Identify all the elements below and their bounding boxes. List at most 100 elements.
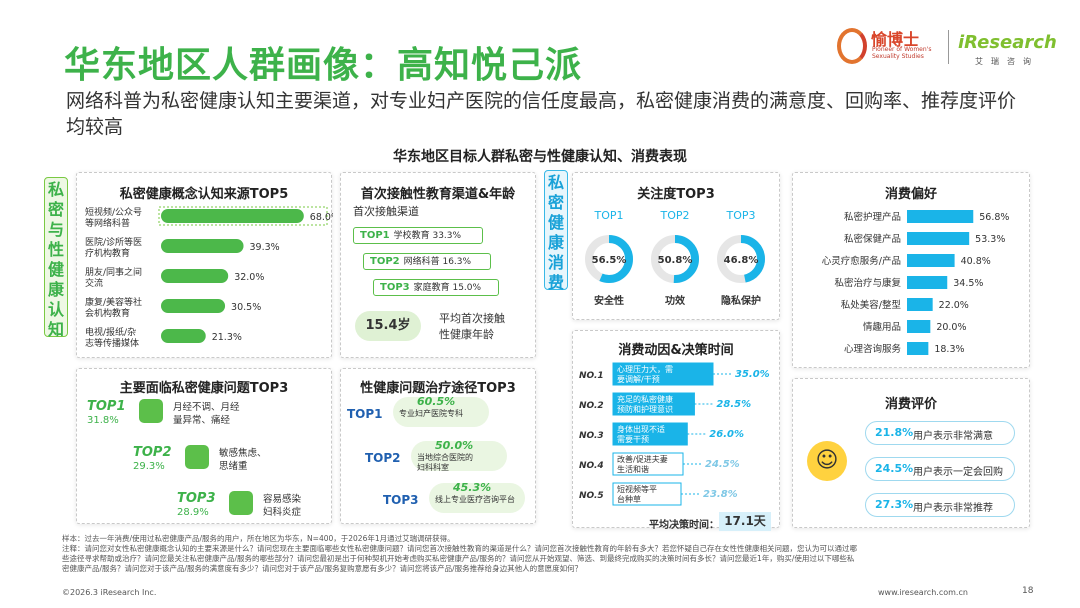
source-bar bbox=[161, 269, 229, 283]
preference-bar bbox=[907, 232, 970, 245]
motive-value-label: 26.0% bbox=[709, 429, 744, 440]
motive-label-line1: 短视频等平 bbox=[617, 484, 657, 494]
footer-site: www.iresearch.com.cn bbox=[878, 588, 968, 597]
source-label-line2: 疗机构教育 bbox=[85, 247, 130, 259]
treatment-rank: TOP1 bbox=[347, 407, 383, 421]
evaluation-percent: 21.8% bbox=[875, 426, 914, 439]
footer-note-3: 密健康产品/服务？请问您对于该产品/服务的满意度有多少？请问您对于该产品/服务复… bbox=[62, 564, 583, 573]
preference-value-label: 20.0% bbox=[936, 322, 966, 333]
preference-bar bbox=[907, 254, 955, 267]
attention-donut-charts: TOP1 56.5% 安全性 TOP2 50.8% 功效 TOP3 46.8% 隐私保护 bbox=[585, 209, 765, 307]
side-tag-text: 私密与性健康认知 bbox=[48, 180, 65, 339]
preference-category-label: 情趣用品 bbox=[863, 321, 901, 333]
iresearch-logo: iResearch bbox=[958, 32, 1057, 53]
source-label-line2: 交流 bbox=[85, 277, 103, 289]
attention-value-label: 56.5% bbox=[592, 255, 627, 266]
motive-label-line1: 身体出现不适 bbox=[617, 424, 665, 434]
attention-rank-label: TOP1 bbox=[593, 209, 623, 222]
decision-time-label: 平均决策时间： bbox=[649, 520, 719, 531]
age-label-1: 平均首次接触 bbox=[439, 312, 505, 325]
problem-text-2: 思绪重 bbox=[219, 461, 248, 472]
source-label-line1: 短视频/公众号 bbox=[85, 206, 142, 218]
source-bar bbox=[161, 329, 206, 343]
panel-first-contact: 首次接触性教育渠道&年龄 首次接触渠道 15.4岁 平均首次接触 性健康年龄 T… bbox=[340, 172, 536, 358]
motive-rank: NO.3 bbox=[579, 431, 604, 441]
motive-label-line1: 充足的私密健康 bbox=[617, 394, 673, 404]
source-bar bbox=[161, 239, 244, 253]
motive-label-line2: 需要干预 bbox=[617, 434, 649, 444]
source-label-line2: 等网络科普 bbox=[85, 217, 130, 229]
preference-category-label: 私密治疗与康复 bbox=[834, 277, 901, 289]
problem-rank: TOP2 bbox=[133, 445, 172, 460]
panel-title: 首次接触性教育渠道&年龄 bbox=[360, 187, 516, 202]
channel-name-value: 网络科普 16.3% bbox=[403, 257, 472, 267]
attention-donut-slice bbox=[717, 235, 765, 283]
page-title: 华东地区人群画像：高知悦己派 bbox=[64, 45, 583, 86]
motive-label-line1: 改善/促进夫妻 bbox=[617, 454, 668, 464]
attention-value-label: 50.8% bbox=[658, 255, 693, 266]
channel-name-value: 学校教育 33.3% bbox=[393, 231, 462, 241]
preference-value-label: 22.0% bbox=[939, 300, 969, 311]
age-value: 15.4岁 bbox=[355, 311, 421, 341]
brand-logo-icon bbox=[837, 28, 867, 64]
attention-donut-slice bbox=[585, 235, 633, 283]
preference-value-label: 34.5% bbox=[953, 278, 983, 289]
treatment-text-1: 当地综合医院的 bbox=[417, 453, 473, 462]
source-value-label: 68.0% bbox=[310, 212, 333, 223]
treatment-rank: TOP3 bbox=[383, 493, 419, 507]
main-chart-title: 华东地区目标人群私密与性健康认知、消费表现 bbox=[393, 149, 687, 165]
preference-bar bbox=[907, 276, 948, 289]
source-value-label: 39.3% bbox=[250, 242, 280, 253]
motive-label-line2: 预防和护理意识 bbox=[617, 404, 673, 414]
footer-sample: 样本：过去一年消费/使用过私密健康产品/服务的用户，所在地区为华东，N=400，… bbox=[62, 534, 455, 543]
motive-rank: NO.2 bbox=[579, 401, 604, 411]
attention-donut-slice bbox=[651, 235, 699, 283]
preference-bar bbox=[907, 320, 931, 333]
attention-category-label: 隐私保护 bbox=[721, 294, 761, 307]
motive-value-label: 24.5% bbox=[705, 459, 740, 470]
attention-category-label: 安全性 bbox=[594, 294, 624, 307]
evaluation-percent: 24.5% bbox=[875, 462, 914, 475]
evaluation-percent: 27.3% bbox=[875, 498, 914, 511]
panel-health-problems: 主要面临私密健康问题TOP3 TOP1 31.8% 月经不调、月经 量异常、痛经 TOP… bbox=[76, 368, 332, 524]
source-label-line1: 朋友/同事之间 bbox=[85, 266, 142, 278]
problem-percent: 31.8% bbox=[87, 415, 119, 426]
preference-value-label: 56.8% bbox=[979, 212, 1009, 223]
logo-divider bbox=[948, 30, 949, 64]
evaluation-bubble bbox=[865, 493, 1015, 517]
preference-value-label: 18.3% bbox=[934, 344, 964, 355]
motive-value-label: 28.5% bbox=[716, 399, 751, 410]
problem-percent: 28.9% bbox=[177, 507, 209, 518]
age-label-2: 性健康年龄 bbox=[439, 328, 494, 341]
source-label-line2: 志等传播媒体 bbox=[85, 337, 139, 349]
evaluation-text: 用户表示非常推荐 bbox=[913, 503, 993, 514]
channel-item: TOP1 学校教育 33.3% bbox=[353, 227, 483, 244]
page-subtitle: 网络科普为私密健康认知主要渠道，对专业妇产医院的信任度最高，私密健康消费的满意度… bbox=[66, 90, 1017, 138]
source-label-line1: 医院/诊所等医 bbox=[85, 236, 142, 248]
side-tag-text: 私密健康消费 bbox=[548, 173, 565, 292]
panel-consumption-preference: 消费偏好 私密护理产品 56.8% 私密保健产品 53.3% 心灵疗愈服务/产品 40.8… bbox=[792, 172, 1030, 368]
brand-logo-text: 愉博士 bbox=[871, 30, 920, 49]
page-number: 18 bbox=[1022, 586, 1034, 596]
motive-label-line1: 心理压力大，需 bbox=[617, 364, 673, 374]
panel-title: 私密健康概念认知来源TOP5 bbox=[119, 187, 289, 202]
channel-item: TOP2 网络科普 16.3% bbox=[363, 253, 491, 270]
preference-bar-chart: 私密护理产品 56.8% 私密保健产品 53.3% 心灵疗愈服务/产品 40.8% 私密治疗… bbox=[822, 210, 1009, 355]
channel-rank: TOP2 bbox=[370, 256, 400, 267]
attention-category-label: 功效 bbox=[665, 294, 686, 307]
preference-value-label: 40.8% bbox=[961, 256, 991, 267]
source-label-line1: 电视/报纸/杂 bbox=[85, 326, 136, 338]
preference-category-label: 私密护理产品 bbox=[844, 211, 901, 223]
preference-bar bbox=[907, 298, 933, 311]
attention-rank-label: TOP2 bbox=[659, 209, 689, 222]
channel-name-value: 家庭教育 15.0% bbox=[413, 283, 482, 293]
source-value-label: 30.5% bbox=[231, 302, 261, 313]
preference-category-label: 私密保健产品 bbox=[844, 233, 901, 245]
motive-label-line2: 台种草 bbox=[617, 494, 641, 504]
panel-consumption-evaluation: 消费评价 ☺ 21.8% 用户表示非常满意 24.5% 用户表示一定会回购 27.3% 用… bbox=[792, 378, 1030, 528]
channel-item: TOP3 家庭教育 15.0% bbox=[373, 279, 499, 296]
problem-icon bbox=[229, 491, 253, 515]
